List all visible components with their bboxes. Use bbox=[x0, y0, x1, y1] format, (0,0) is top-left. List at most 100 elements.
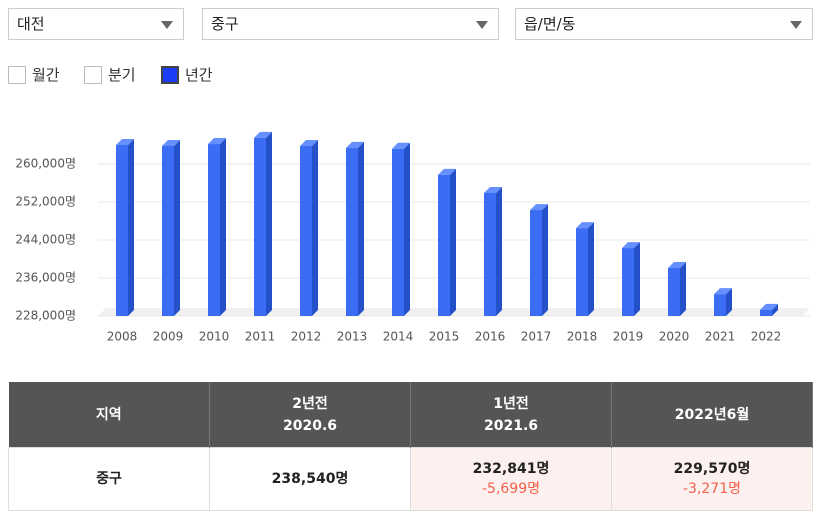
bar-side bbox=[312, 139, 318, 316]
region-select[interactable]: 대전 bbox=[8, 8, 184, 40]
population: 232,841명 bbox=[472, 461, 550, 477]
bar-top bbox=[346, 141, 364, 148]
bar bbox=[530, 210, 542, 316]
y-tick-label: 228,000명 bbox=[15, 309, 76, 323]
header-date: 2020.6 bbox=[282, 417, 338, 434]
bar bbox=[484, 192, 496, 316]
bar bbox=[208, 144, 220, 316]
bar-side bbox=[266, 131, 272, 316]
checkbox bbox=[84, 66, 102, 84]
option-label: 년간 bbox=[185, 66, 213, 84]
x-tick-label: 2019 bbox=[613, 330, 644, 344]
bar-top bbox=[392, 142, 410, 149]
table-row: 중구 238,540명 232,841명 -5,699명 229,570명 -3,271명 bbox=[8, 447, 813, 511]
y-tick-label: 252,000명 bbox=[15, 195, 76, 209]
option-label: 분기 bbox=[108, 66, 136, 84]
bar-top bbox=[116, 139, 134, 145]
x-tick-label: 2018 bbox=[567, 330, 598, 344]
option-label: 월간 bbox=[32, 66, 60, 84]
period-option[interactable]: 분기 bbox=[84, 64, 136, 86]
column-header: 1년전 2021.6 bbox=[410, 382, 612, 448]
bar-top bbox=[300, 139, 318, 146]
district-select[interactable]: 중구 bbox=[202, 8, 499, 40]
value-cell: 238,540명 bbox=[209, 447, 411, 511]
bar-side bbox=[358, 141, 364, 316]
period-option[interactable]: 월간 bbox=[8, 64, 60, 86]
select-label: 대전 bbox=[17, 15, 45, 33]
change: -5,699명 bbox=[481, 481, 540, 497]
header-label: 2022년6월 bbox=[674, 406, 750, 423]
x-tick-label: 2020 bbox=[659, 330, 690, 344]
column-header: 지역 bbox=[8, 382, 210, 448]
bar bbox=[714, 294, 726, 316]
bar-top bbox=[668, 262, 686, 269]
bar-top bbox=[254, 131, 272, 138]
select-label: 읍/면/동 bbox=[524, 15, 576, 33]
bar-side bbox=[772, 303, 778, 316]
x-tick-label: 2008 bbox=[107, 330, 138, 344]
bar-top bbox=[714, 288, 732, 295]
bar bbox=[346, 147, 358, 316]
value-cell: 232,841명 -5,699명 bbox=[410, 447, 612, 511]
bar-side bbox=[542, 204, 548, 316]
bar-top bbox=[438, 168, 456, 175]
population: 229,570명 bbox=[673, 461, 751, 477]
bar-side bbox=[680, 262, 686, 316]
bar bbox=[668, 268, 680, 316]
x-tick-label: 2017 bbox=[521, 330, 552, 344]
bar bbox=[300, 145, 312, 316]
column-header: 2022년6월 bbox=[611, 382, 813, 448]
header-date: 2021.6 bbox=[483, 417, 539, 434]
checkbox bbox=[8, 66, 26, 84]
bar bbox=[576, 228, 588, 316]
bar-side bbox=[128, 139, 134, 316]
bar-side bbox=[496, 186, 502, 316]
dong-select[interactable]: 읍/면/동 bbox=[515, 8, 813, 40]
y-tick-label: 244,000명 bbox=[15, 233, 76, 247]
region-cell: 중구 bbox=[8, 447, 210, 511]
bar-top bbox=[208, 138, 226, 145]
bar-side bbox=[588, 222, 594, 316]
x-tick-label: 2009 bbox=[153, 330, 184, 344]
bar-side bbox=[174, 139, 180, 316]
x-tick-label: 2012 bbox=[291, 330, 322, 344]
population: 238,540명 bbox=[271, 471, 349, 487]
x-tick-label: 2010 bbox=[199, 330, 230, 344]
bar-side bbox=[634, 242, 640, 316]
change: -3,271명 bbox=[682, 481, 741, 497]
y-tick-label: 260,000명 bbox=[15, 157, 76, 171]
y-tick-label: 236,000명 bbox=[15, 271, 76, 285]
x-tick-label: 2021 bbox=[705, 330, 736, 344]
x-tick-label: 2016 bbox=[475, 330, 506, 344]
bar-top bbox=[162, 139, 180, 146]
header-label: 1년전 bbox=[493, 395, 529, 412]
bar-top bbox=[530, 204, 548, 211]
bar-top bbox=[760, 303, 778, 310]
bar-top bbox=[576, 222, 594, 229]
bar-side bbox=[404, 142, 410, 316]
bar bbox=[116, 145, 128, 316]
x-tick-label: 2011 bbox=[245, 330, 276, 344]
header-label: 지역 bbox=[95, 406, 122, 423]
bar bbox=[622, 248, 634, 316]
chart: 228,000명 236,000명 244,000명 252,000명 260,000명… bbox=[15, 131, 810, 344]
header-label: 2년전 bbox=[292, 395, 328, 412]
x-tick-label: 2014 bbox=[383, 330, 414, 344]
x-tick-label: 2013 bbox=[337, 330, 368, 344]
checkbox bbox=[161, 66, 179, 84]
value-cell: 229,570명 -3,271명 bbox=[611, 447, 813, 511]
bar bbox=[392, 148, 404, 316]
period-option[interactable]: 년간 bbox=[161, 64, 213, 86]
bar-top bbox=[622, 242, 640, 249]
bar bbox=[760, 309, 772, 316]
bar bbox=[438, 174, 450, 316]
bar bbox=[162, 145, 174, 316]
select-label: 중구 bbox=[211, 15, 239, 33]
x-tick-label: 2015 bbox=[429, 330, 460, 344]
bar-side bbox=[450, 168, 456, 316]
x-tick-label: 2022 bbox=[751, 330, 782, 344]
bar bbox=[254, 137, 266, 316]
bar-side bbox=[726, 288, 732, 316]
